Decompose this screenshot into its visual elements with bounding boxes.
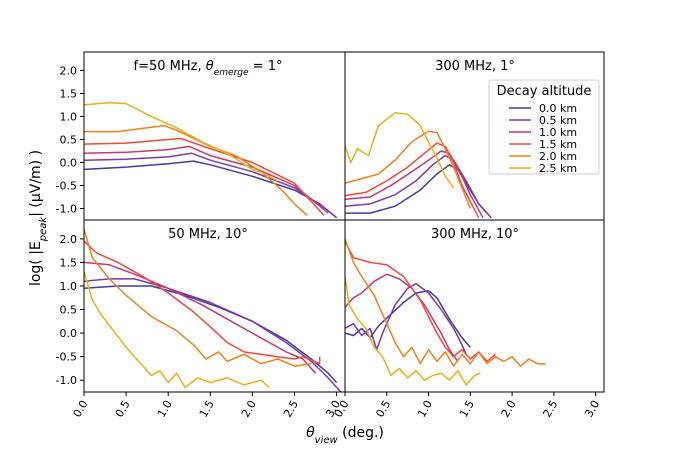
legend-box <box>488 79 600 175</box>
series-line-2-5-km <box>84 271 270 389</box>
series-line-0-0-km <box>84 285 338 384</box>
series-line-0-5-km <box>345 282 467 355</box>
series-line-2-0-km <box>345 238 546 367</box>
x-tick-label: 1.5 <box>197 398 217 420</box>
series-line-1-0-km <box>84 261 317 374</box>
panel-title: 300 MHz, 10° <box>431 227 519 242</box>
y-tick-label: -1.0 <box>56 202 77 215</box>
legend-entry: 0.5 km <box>539 114 577 127</box>
legend-entry: 1.5 km <box>539 138 577 151</box>
series-line-1-5-km <box>84 137 325 216</box>
panel-4-lines <box>345 238 546 386</box>
series-line-0-0-km <box>345 164 488 214</box>
series-line-1-0-km <box>345 273 459 362</box>
x-axis-label: θview (deg.) <box>306 425 384 446</box>
panel-frame <box>344 219 605 393</box>
y-tick-label: -0.5 <box>56 351 77 364</box>
legend-entry: 2.5 km <box>539 162 577 175</box>
x-tick-label: 3.0 <box>582 398 602 420</box>
y-tick-label: 1.5 <box>60 256 78 269</box>
panel-2: 300 MHz, 1° <box>344 51 605 221</box>
series-line-1-5-km <box>345 240 496 363</box>
panel-1: f=50 MHz, θemerge = 1° <box>80 51 346 221</box>
y-tick-label: 0.5 <box>60 304 78 317</box>
series-line-2-5-km <box>84 101 278 182</box>
y-tick-label: 1.5 <box>60 87 78 100</box>
x-tick-label: 1.0 <box>415 398 435 420</box>
y-tick-label: 2.0 <box>60 64 78 77</box>
panel-4: 300 MHz, 10° <box>344 219 605 396</box>
y-tick-label: 1.0 <box>60 280 78 293</box>
x-tick-label: 2.0 <box>239 398 259 420</box>
x-tick-label: 1.0 <box>155 398 175 420</box>
x-tick-label: 0.5 <box>373 398 393 420</box>
panel-title: f=50 MHz, θemerge = 1° <box>134 59 283 78</box>
series-line-2-0-km <box>345 130 471 209</box>
x-tick-label: 2.5 <box>540 398 560 420</box>
series-line-1-5-km <box>345 142 480 219</box>
y-tick-label: 2.0 <box>60 233 78 246</box>
x-tick-label: 2.0 <box>499 398 519 420</box>
panel-1-lines <box>84 101 338 219</box>
legend-entry: 2.0 km <box>539 150 577 163</box>
series-line-2-5-km <box>345 276 481 386</box>
panel-3: 50 MHz, 10° <box>80 219 346 396</box>
y-tick-label: -1.0 <box>56 374 77 387</box>
y-tick-label: 0.5 <box>60 133 78 146</box>
panel-title: 300 MHz, 1° <box>435 59 515 74</box>
y-tick-label: 0.0 <box>60 156 78 169</box>
y-tick-label: 0.0 <box>60 327 78 340</box>
x-tick-label: 2.5 <box>281 398 301 420</box>
x-tick-label: 0.0 <box>71 398 91 420</box>
chart-panels: f=50 MHz, θemerge = 1° 300 MHz, 1° 50 MHz,… <box>80 51 605 396</box>
y-tick-label: 1.0 <box>60 110 78 123</box>
panel-3-lines <box>84 229 342 392</box>
series-line-1-0-km <box>84 145 329 214</box>
y-tick-label: -0.5 <box>56 179 77 192</box>
series-line-0-5-km <box>84 278 342 392</box>
x-tick-label: 1.5 <box>457 398 477 420</box>
y-axis-label: log( |Epeak| (μV/m) ) <box>28 150 49 286</box>
x-tick-label: 0.5 <box>113 398 133 420</box>
series-line-0-5-km <box>345 154 492 219</box>
legend-title: Decay altitude <box>497 84 592 99</box>
series-line-1-5-km <box>84 240 321 365</box>
series-line-1-0-km <box>345 150 484 219</box>
panel-2-lines <box>345 112 492 219</box>
legend-entry: 1.0 km <box>539 126 577 139</box>
panel-title: 50 MHz, 10° <box>168 227 248 242</box>
series-line-2-5-km <box>345 112 455 189</box>
legend-entry: 0.0 km <box>539 102 577 115</box>
series-line-0-0-km <box>345 289 471 348</box>
series-line-2-0-km <box>84 229 312 367</box>
